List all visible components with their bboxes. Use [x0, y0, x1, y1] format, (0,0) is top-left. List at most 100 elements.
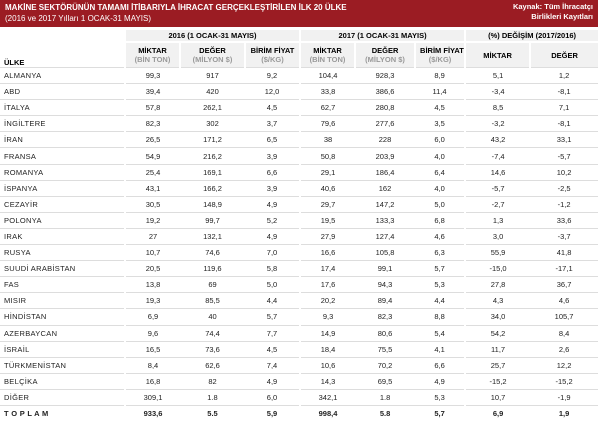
cell: 277,6 [355, 116, 415, 132]
country: ALMANYA [0, 68, 125, 84]
cell: -1,9 [530, 389, 598, 405]
cell: -3,7 [530, 228, 598, 244]
cell: 74,4 [180, 325, 245, 341]
cell: 5,1 [465, 68, 530, 84]
cell: 82,3 [125, 116, 180, 132]
cell: 4,4 [415, 293, 465, 309]
cell: 34,0 [465, 309, 530, 325]
cell: -15,2 [465, 373, 530, 389]
cell: 9,6 [125, 325, 180, 341]
cell: 169,1 [180, 164, 245, 180]
cell: 16,5 [125, 341, 180, 357]
cell: 43,2 [465, 132, 530, 148]
cell: 29,7 [300, 196, 355, 212]
cell: 8,9 [415, 68, 465, 84]
cell: 3,5 [415, 116, 465, 132]
cell: 70,2 [355, 357, 415, 373]
cell: 309,1 [125, 389, 180, 405]
cell: 14,9 [300, 325, 355, 341]
cell: 17,4 [300, 261, 355, 277]
country: AZERBAYCAN [0, 325, 125, 341]
cell: 5,7 [245, 309, 300, 325]
cell: 6,4 [415, 164, 465, 180]
cell: 342,1 [300, 389, 355, 405]
cell: 5,3 [415, 277, 465, 293]
country: İNGİLTERE [0, 116, 125, 132]
source: Kaynak: Tüm İhracatçı Birlikleri Kayıtla… [513, 2, 593, 27]
cell: 5,3 [415, 389, 465, 405]
cell: 10,7 [125, 245, 180, 261]
cell: 14,6 [465, 164, 530, 180]
cell: 6,6 [245, 164, 300, 180]
cell: 133,3 [355, 212, 415, 228]
column-name: BİRİM FİYAT [420, 46, 460, 55]
cell: 11,7 [465, 341, 530, 357]
country: İTALYA [0, 100, 125, 116]
country: FRANSA [0, 148, 125, 164]
cell: 104,4 [300, 68, 355, 84]
cell: 8,5 [465, 100, 530, 116]
cell: 4,6 [415, 228, 465, 244]
country: HİNDİSTAN [0, 309, 125, 325]
group-header: 2016 (1 OCAK-31 MAYIS) [125, 30, 300, 42]
cell: 6,8 [415, 212, 465, 228]
cell: 4,4 [245, 293, 300, 309]
cell: 19,2 [125, 212, 180, 228]
country: CEZAYİR [0, 196, 125, 212]
cell: 280,8 [355, 100, 415, 116]
cell: -5,7 [530, 148, 598, 164]
cell: 54,2 [465, 325, 530, 341]
cell: 4,9 [245, 373, 300, 389]
column-unit: (BİN TON) [130, 55, 175, 64]
cell: 4,5 [245, 341, 300, 357]
cell: 73,6 [180, 341, 245, 357]
column-header: DEĞER [530, 42, 598, 68]
cell: 6,5 [245, 132, 300, 148]
cell: 386,6 [355, 84, 415, 100]
column-header: DEĞER(MİLYON $) [355, 42, 415, 68]
cell: -15,2 [530, 373, 598, 389]
country: IRAK [0, 228, 125, 244]
cell: 17,6 [300, 277, 355, 293]
cell: 19,5 [300, 212, 355, 228]
cell: 11,4 [415, 84, 465, 100]
cell: 14,3 [300, 373, 355, 389]
cell: 8,4 [125, 357, 180, 373]
cell: 79,6 [300, 116, 355, 132]
cell: 54,9 [125, 148, 180, 164]
cell: 4,9 [415, 373, 465, 389]
cell: 4,9 [245, 196, 300, 212]
cell: 94,3 [355, 277, 415, 293]
column-name: DEĞER [185, 46, 240, 55]
column-header: MİKTAR(BİN TON) [125, 42, 180, 68]
cell: 82 [180, 373, 245, 389]
cell: 5,0 [245, 277, 300, 293]
column-unit: ($/KG) [420, 55, 460, 64]
country: SUUDİ ARABİSTAN [0, 261, 125, 277]
cell: 99,1 [355, 261, 415, 277]
cell: 6,9 [465, 405, 530, 421]
cell: 7,4 [245, 357, 300, 373]
cell: 10,2 [530, 164, 598, 180]
cell: 166,2 [180, 180, 245, 196]
cell: 8,8 [415, 309, 465, 325]
cell: -8,1 [530, 116, 598, 132]
cell: 6,0 [245, 389, 300, 405]
cell: 80,6 [355, 325, 415, 341]
cell: 4,5 [415, 100, 465, 116]
cell: -3,2 [465, 116, 530, 132]
cell: 10,7 [465, 389, 530, 405]
cell: 4,6 [530, 293, 598, 309]
